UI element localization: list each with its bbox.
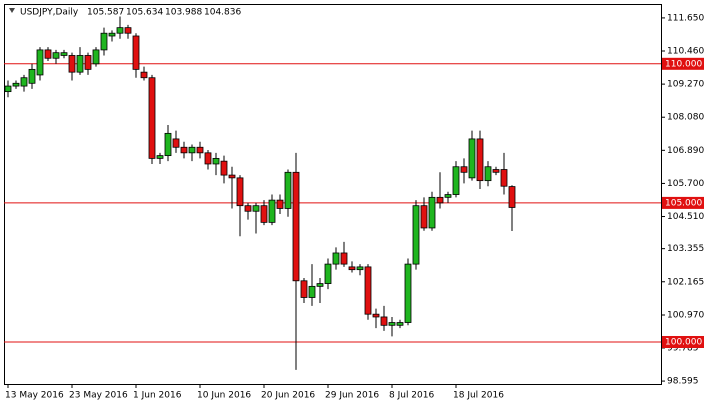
candle-body <box>356 266 364 271</box>
candle-body <box>180 146 188 154</box>
candle-body <box>236 177 244 207</box>
candle-body <box>84 55 92 70</box>
y-tick-label: 100.970 <box>667 311 704 321</box>
candle-body <box>364 266 372 315</box>
candle-body <box>60 52 68 56</box>
candle-body <box>348 266 356 271</box>
x-tick-label: 20 Jun 2016 <box>261 391 315 401</box>
candle-body <box>220 160 228 176</box>
candle-body <box>108 32 116 37</box>
candle-body <box>204 152 212 165</box>
candle-body <box>332 252 340 265</box>
candle-body <box>228 174 236 179</box>
candle-body <box>444 194 452 198</box>
header-high: 105.634 <box>126 8 163 18</box>
y-tick-label: 98.595 <box>667 377 699 387</box>
symbol-icon <box>9 8 15 13</box>
candle-body <box>404 263 412 323</box>
y-tick-label: 106.890 <box>667 146 704 156</box>
candle-body <box>156 155 164 159</box>
candle-body <box>196 146 204 154</box>
candle-body <box>428 196 436 229</box>
candle-body <box>252 205 260 212</box>
candle-body <box>20 77 28 87</box>
candle-body <box>76 55 84 73</box>
candle-body <box>316 283 324 287</box>
candle-body <box>4 85 12 93</box>
x-tick-label: 13 May 2016 <box>5 391 64 401</box>
x-tick-label: 10 Jun 2016 <box>197 391 251 401</box>
price-label: 105.000 <box>665 198 702 208</box>
candle-body <box>124 27 132 34</box>
candle-body <box>116 27 124 34</box>
candle-body <box>12 82 20 87</box>
candle-body <box>172 138 180 148</box>
candle-body <box>452 166 460 195</box>
candle-body <box>292 171 300 282</box>
header-close: 104.836 <box>204 8 241 18</box>
candle-body <box>436 196 444 204</box>
y-tick-label: 109.270 <box>667 80 704 90</box>
y-tick-label: 103.355 <box>667 244 704 254</box>
price-label-box <box>662 196 704 209</box>
candle-body <box>476 138 484 182</box>
x-tick-label: 8 Jul 2016 <box>389 391 434 401</box>
candle-body <box>484 166 492 182</box>
price-label-box <box>662 335 704 348</box>
candle-body <box>492 169 500 173</box>
x-tick-label: 23 May 2016 <box>69 391 128 401</box>
candle-body <box>300 280 308 298</box>
plot-frame <box>4 4 662 385</box>
candle-body <box>388 322 396 326</box>
y-tick-label: 102.165 <box>667 277 704 287</box>
candle-body <box>28 68 36 84</box>
candle-body <box>420 205 428 229</box>
candle-body <box>308 285 316 298</box>
x-tick-label: 18 Jul 2016 <box>453 391 504 401</box>
candle-body <box>244 205 252 212</box>
y-tick-label: 104.510 <box>667 212 704 222</box>
candle-body <box>276 199 284 209</box>
candle-body <box>92 49 100 65</box>
candle-body <box>284 171 292 209</box>
candle-body <box>468 138 476 179</box>
candle-body <box>140 71 148 79</box>
candle-body <box>372 313 380 318</box>
x-tick-label: 29 Jun 2016 <box>325 391 379 401</box>
candle-body <box>324 263 332 284</box>
candle-body <box>340 252 348 265</box>
candle-body <box>212 157 220 165</box>
candle-body <box>148 77 156 159</box>
candle-body <box>36 49 44 76</box>
candle-body <box>268 199 276 223</box>
y-tick-label: 105.700 <box>667 179 704 189</box>
candle-body <box>412 205 420 265</box>
candle-body <box>508 186 516 208</box>
candle-body <box>132 35 140 70</box>
x-tick-label: 1 Jun 2016 <box>133 391 182 401</box>
candle-body <box>44 49 52 59</box>
candle-body <box>100 32 108 51</box>
header-open: 105.587 <box>87 8 124 18</box>
header-low: 103.988 <box>165 8 202 18</box>
y-tick-label: 99.785 <box>667 343 699 353</box>
candle-body <box>164 132 172 157</box>
y-tick-label: 108.080 <box>667 113 704 123</box>
price-label: 110.000 <box>665 59 702 69</box>
candle-body <box>396 322 404 326</box>
price-label: 100.000 <box>665 337 702 347</box>
chart-title: USDJPY,Daily <box>20 8 79 18</box>
candle-body <box>188 146 196 154</box>
candle-body <box>52 52 60 59</box>
candle-body <box>260 205 268 223</box>
y-tick-label: 110.460 <box>667 47 704 57</box>
candle-body <box>460 166 468 173</box>
candle-body <box>500 169 508 187</box>
candle-body <box>68 55 76 73</box>
price-label-box <box>662 57 704 70</box>
y-tick-label: 111.650 <box>667 13 704 23</box>
candle-body <box>380 316 388 326</box>
